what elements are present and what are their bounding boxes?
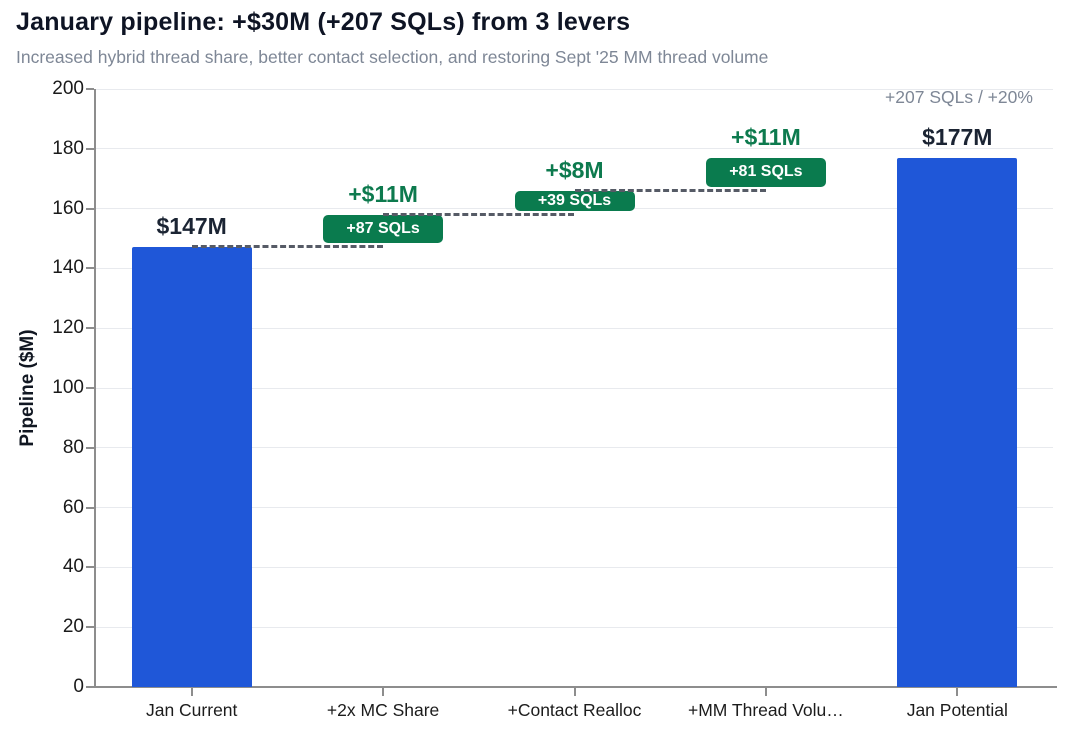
- y-tick-label: 40: [62, 556, 84, 578]
- y-gridline: [96, 148, 1053, 150]
- total-bar: [131, 247, 252, 687]
- y-tick-mark: [86, 267, 94, 270]
- y-tick-label: 80: [62, 436, 84, 458]
- y-tick-mark: [86, 446, 94, 449]
- waterfall-connector: [191, 245, 384, 249]
- y-tick-mark: [86, 147, 94, 150]
- bar-value-label: $177M: [922, 123, 993, 150]
- x-tick-label: +2x MC Share: [326, 700, 440, 720]
- y-tick-label: 180: [52, 137, 84, 159]
- y-gridline: [96, 626, 1053, 628]
- bar-value-label: +$8M: [545, 156, 604, 183]
- y-gridline: [96, 88, 1053, 90]
- delta-bar: +87 SQLs: [323, 214, 444, 244]
- y-gridline: [96, 267, 1053, 269]
- y-tick-mark: [86, 207, 94, 210]
- bar-value-label: +$11M: [348, 180, 418, 207]
- y-tick-label: 20: [62, 616, 84, 638]
- y-tick-label: 120: [52, 317, 84, 339]
- x-tick-label: Jan Potential: [906, 700, 1008, 720]
- y-tick-mark: [86, 686, 94, 688]
- x-tick-mark: [190, 688, 193, 696]
- x-tick-mark: [382, 688, 385, 696]
- y-tick-label: 60: [62, 496, 84, 518]
- total-gain-annotation: +207 SQLs / +20%: [885, 87, 1033, 107]
- x-tick-label: +MM Thread Volu…: [687, 700, 844, 720]
- y-gridline: [96, 327, 1053, 329]
- bar-value-label: +$11M: [731, 123, 801, 150]
- y-tick-label: 140: [52, 257, 84, 279]
- y-tick-label: 0: [73, 676, 84, 697]
- delta-bar: +81 SQLs: [705, 157, 826, 187]
- y-tick-label: 160: [52, 197, 84, 219]
- chart-subtitle: Increased hybrid thread share, better co…: [16, 47, 769, 67]
- x-axis-line: [87, 686, 1057, 688]
- x-tick-mark: [573, 688, 576, 696]
- y-tick-label: 200: [52, 78, 84, 99]
- y-gridline: [96, 507, 1053, 509]
- y-tick-mark: [86, 566, 94, 569]
- y-tick-label: 100: [52, 377, 84, 398]
- y-axis-line: [94, 89, 96, 687]
- y-gridline: [96, 387, 1053, 389]
- y-tick-mark: [86, 626, 94, 629]
- total-bar: [897, 157, 1018, 687]
- y-tick-mark: [86, 88, 94, 90]
- waterfall-connector: [383, 212, 575, 216]
- sql-gain-label: +87 SQLs: [346, 220, 420, 238]
- bar-value-label: $147M: [156, 213, 227, 240]
- sql-gain-label: +81 SQLs: [729, 163, 803, 181]
- y-gridline: [96, 447, 1053, 449]
- x-tick-mark: [956, 688, 959, 696]
- y-tick-mark: [86, 327, 94, 330]
- x-tick-mark: [764, 688, 767, 696]
- y-tick-mark: [86, 387, 94, 389]
- x-tick-label: +Contact Realloc: [507, 700, 642, 720]
- y-gridline: [96, 566, 1053, 568]
- y-tick-mark: [86, 506, 94, 509]
- chart-title: January pipeline: +$30M (+207 SQLs) from…: [16, 8, 631, 36]
- sql-gain-label: +39 SQLs: [537, 191, 612, 209]
- delta-bar: +39 SQLs: [514, 190, 635, 211]
- x-tick-label: Jan Current: [145, 700, 238, 720]
- waterfall-connector: [574, 188, 766, 192]
